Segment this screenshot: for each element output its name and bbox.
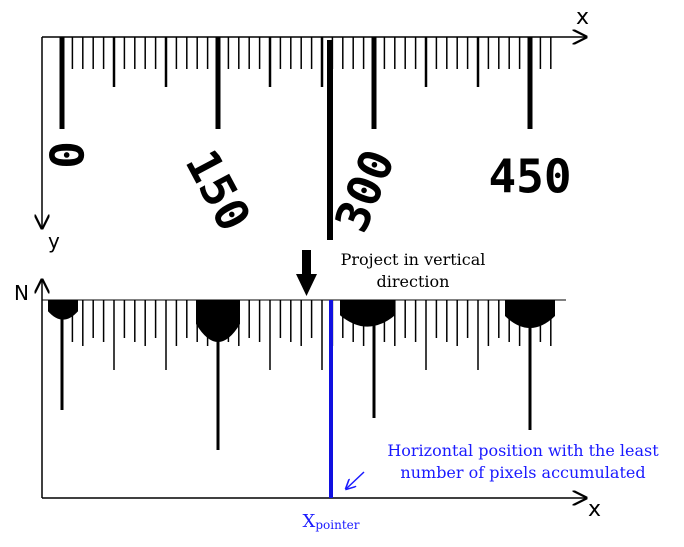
- scale-label: 450: [488, 150, 571, 204]
- top-x-label: x: [576, 5, 589, 30]
- annotation: Horizontal position with the least numbe…: [387, 441, 659, 482]
- profile-blob: [340, 300, 395, 327]
- scale-label: 0: [39, 141, 93, 169]
- pointer-line: [329, 300, 333, 498]
- profile-blob: [48, 300, 78, 320]
- top-y-label: y: [48, 229, 60, 253]
- projection-profile: [48, 300, 555, 450]
- needle: [327, 40, 333, 240]
- projection-arrow: [302, 250, 311, 275]
- bottom-x-label: x: [588, 497, 601, 522]
- annotation-arrow: [346, 471, 365, 489]
- profile-blob: [196, 300, 240, 342]
- ruler-ticks: [59, 37, 552, 129]
- pointer-main: X: [303, 511, 316, 532]
- scale-label: 300: [324, 142, 405, 239]
- scale-label: 150: [175, 141, 262, 240]
- projection-arrow-head: [296, 274, 317, 296]
- pointer-subscript: pointer: [315, 518, 359, 532]
- scale-labels: 0 150 300 450: [39, 141, 572, 240]
- projection-note: Project in vertical direction: [340, 250, 486, 291]
- pointer-label: Xpointer: [303, 511, 360, 532]
- profile-blob: [505, 300, 555, 328]
- bottom-y-label: N: [14, 281, 29, 305]
